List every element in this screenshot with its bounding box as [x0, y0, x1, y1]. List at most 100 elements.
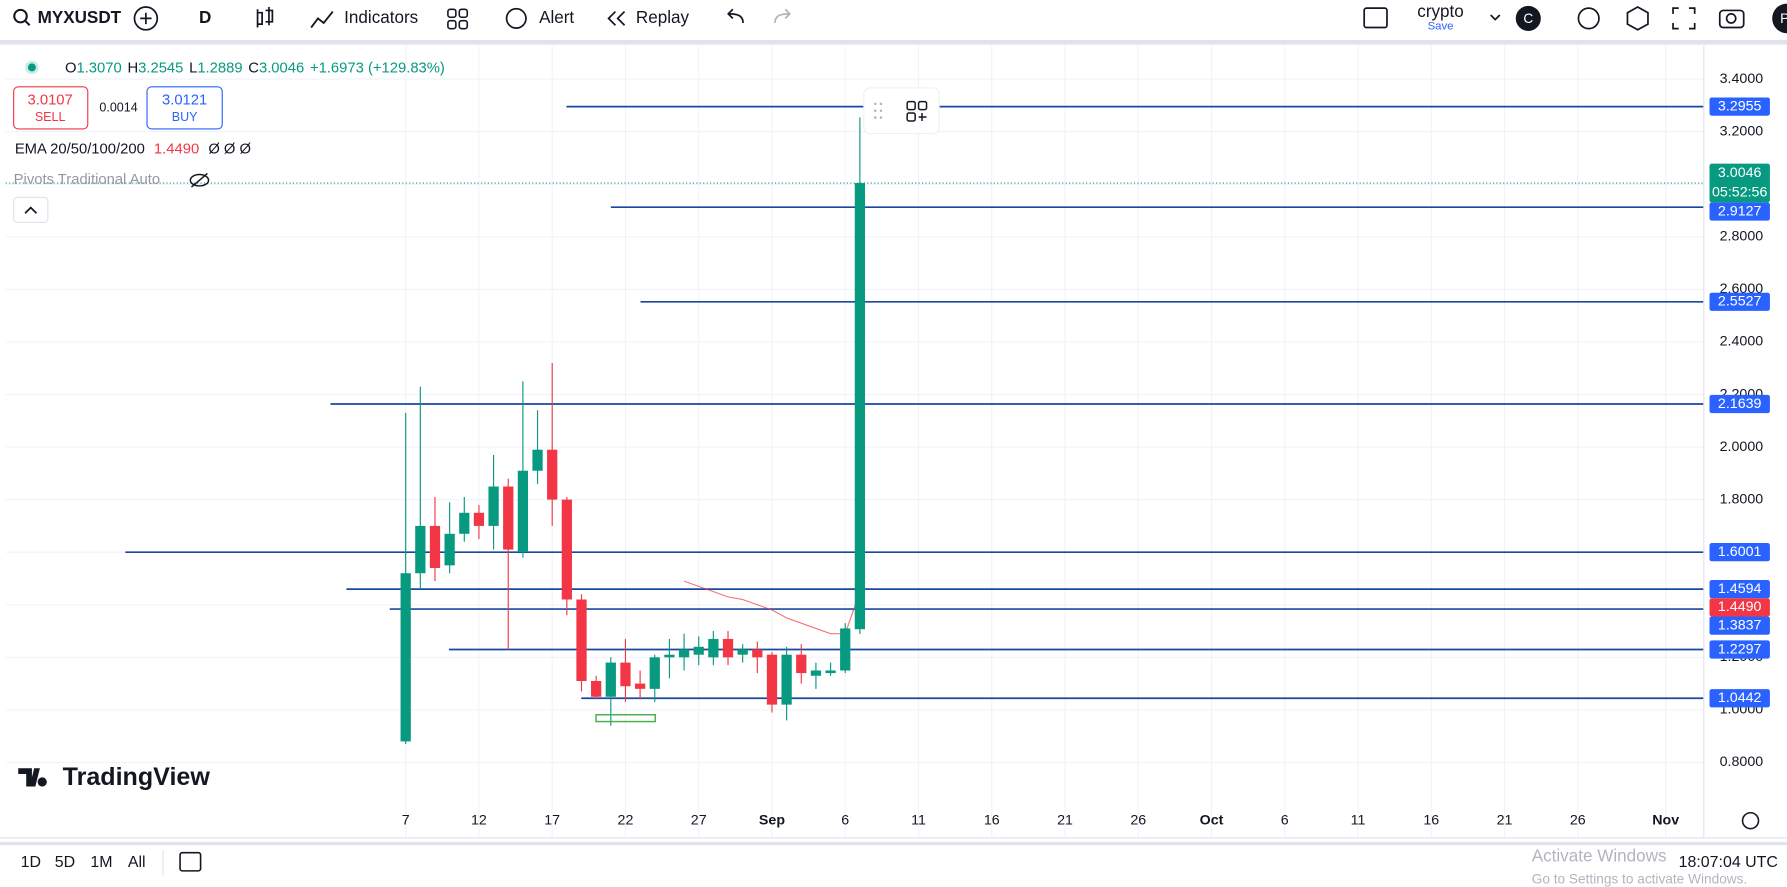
candle-body: [503, 486, 514, 550]
range-button[interactable]: 1D: [21, 854, 41, 871]
drawing-toolbar[interactable]: [863, 87, 940, 135]
price-badge: [1709, 394, 1770, 414]
search-icon-handle: [24, 19, 31, 26]
layout-name[interactable]: crypto: [1417, 2, 1464, 21]
buy-button[interactable]: [146, 86, 223, 130]
add-symbol[interactable]: [133, 6, 159, 31]
replay-icon[interactable]: [607, 10, 626, 26]
price-badge-label: 1.4490: [1718, 599, 1762, 615]
x-tick-label: Nov: [1652, 812, 1679, 828]
x-tick-label: 11: [911, 812, 926, 828]
snapshot-icon[interactable]: [1718, 9, 1745, 29]
spread: 0.0014: [99, 101, 137, 115]
price-badge-label: 2.9127: [1718, 203, 1762, 219]
l-value: 1.2889: [197, 60, 242, 76]
ema-value: 1.4490: [154, 141, 199, 157]
clock[interactable]: 18:07:04 UTC: [1679, 854, 1778, 871]
price-badge: [1709, 598, 1770, 617]
ema-name: EMA 20/50/100/200: [15, 141, 145, 157]
layout-menu[interactable]: [1490, 14, 1501, 21]
search-icon[interactable]: [13, 8, 28, 24]
sell-label: SELL: [35, 110, 66, 124]
object-tree-icon[interactable]: [906, 100, 928, 122]
avatar-p-bg[interactable]: [1772, 3, 1787, 34]
interval[interactable]: D: [199, 8, 211, 27]
candle-body: [840, 628, 851, 671]
candle-body: [752, 649, 763, 658]
chart-type-icon[interactable]: [256, 7, 274, 28]
save-button[interactable]: Save: [1428, 20, 1454, 32]
x-tick-label: 22: [618, 812, 634, 828]
logo-icon: [18, 768, 47, 787]
y-tick-label: 3.4000: [1720, 71, 1764, 87]
price-badge-label: 2.5527: [1718, 294, 1762, 310]
candle-body: [781, 654, 792, 705]
price-badge-label: 1.3837: [1718, 617, 1762, 633]
candle-body: [664, 654, 675, 658]
price-badge: [1709, 202, 1770, 221]
range-button[interactable]: 5D: [55, 854, 75, 871]
c-label: C: [248, 60, 259, 76]
templates-icon[interactable]: [447, 8, 469, 30]
candle-body: [854, 183, 866, 630]
visibility-icon[interactable]: [189, 173, 210, 187]
range-button[interactable]: All: [128, 854, 146, 871]
x-tick-label: 26: [1570, 812, 1586, 828]
candle-body: [532, 449, 543, 471]
candle-body: [810, 670, 822, 676]
price-badge: [1709, 689, 1770, 708]
visibility-slash: [190, 172, 208, 188]
ohlc-legend: O1.3070 H3.2545 L1.2889 C3.0046 +1.6973 (+12…: [65, 60, 445, 76]
pivots-legend: Pivots Traditional Auto: [14, 172, 160, 188]
avatar-c: C: [1523, 11, 1533, 26]
logo: TradingView: [63, 763, 211, 791]
sell-button[interactable]: [13, 86, 89, 130]
fullscreen-icon[interactable]: [1672, 7, 1696, 30]
range-button[interactable]: 1M: [90, 854, 112, 871]
x-tick-label: 11: [1351, 812, 1366, 828]
symbol[interactable]: MYXUSDT: [38, 8, 122, 27]
price-badge: [1709, 543, 1770, 562]
candle-body: [576, 599, 587, 681]
y-tick-label: 2.8000: [1720, 229, 1764, 245]
y-tick-label: 1.8000: [1720, 491, 1764, 507]
candle-body: [766, 654, 778, 705]
alert-icon[interactable]: [505, 7, 527, 29]
x-tick-label: 6: [841, 812, 849, 828]
buy-label: BUY: [172, 110, 198, 124]
levels: [5, 105, 1704, 700]
date-range-icon[interactable]: [179, 851, 202, 872]
replay-button[interactable]: Replay: [636, 8, 690, 27]
indicators-icon[interactable]: [310, 10, 334, 29]
x-tick-label: 12: [471, 812, 487, 828]
layout-icon[interactable]: [1363, 7, 1388, 29]
ema-extra: Ø Ø Ø: [208, 141, 251, 157]
undo-icon[interactable]: [727, 8, 744, 24]
x-tick-label: 7: [402, 812, 410, 828]
x-tick-label: 6: [1281, 812, 1289, 828]
quick-search-icon[interactable]: [1577, 7, 1600, 30]
price-badge-label: 1.0442: [1718, 690, 1762, 706]
candle-body: [620, 662, 631, 687]
o-label: O: [65, 60, 77, 76]
redo-icon[interactable]: [774, 8, 791, 24]
settings-icon[interactable]: [1626, 6, 1649, 31]
avatar-c-bg[interactable]: [1515, 5, 1541, 31]
candle-body: [444, 533, 455, 566]
axis-settings[interactable]: [1741, 811, 1760, 830]
collapse-legend[interactable]: [13, 196, 49, 223]
h-value: 3.2545: [138, 60, 183, 76]
o-value: 1.3070: [76, 60, 121, 76]
candle-body: [473, 512, 485, 526]
watermark-subtitle: Go to Settings to activate Windows.: [1532, 872, 1748, 887]
x-tick-label: 21: [1057, 812, 1073, 828]
candle-body: [605, 662, 616, 697]
alert-button[interactable]: Alert: [539, 8, 574, 27]
buy-price: 3.0121: [162, 92, 207, 108]
y-tick-label: 3.2000: [1720, 123, 1764, 139]
y-tick-label: 2.4000: [1720, 334, 1764, 350]
indicators-button[interactable]: Indicators: [344, 8, 418, 27]
change: +1.6973 (+129.83%): [310, 60, 445, 76]
